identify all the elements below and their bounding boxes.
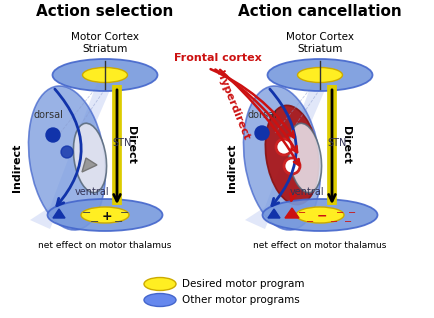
Text: Motor Cortex
Striatum: Motor Cortex Striatum: [71, 32, 139, 54]
Text: −: −: [82, 208, 92, 218]
Text: net effect on motor thalamus: net effect on motor thalamus: [38, 240, 172, 250]
Text: +: +: [102, 210, 112, 223]
Text: −: −: [336, 208, 344, 218]
Circle shape: [255, 126, 269, 140]
Circle shape: [46, 128, 60, 142]
Ellipse shape: [144, 294, 176, 307]
Text: −: −: [317, 210, 327, 223]
Ellipse shape: [297, 67, 342, 82]
Ellipse shape: [47, 199, 162, 231]
Circle shape: [61, 146, 73, 158]
Polygon shape: [285, 208, 299, 218]
Text: −: −: [120, 208, 130, 218]
Polygon shape: [30, 83, 113, 229]
Text: Indirect: Indirect: [227, 144, 237, 192]
Text: Direct: Direct: [126, 126, 136, 164]
Text: ventral: ventral: [75, 187, 110, 197]
Text: −: −: [114, 217, 124, 227]
Text: Hyperdirect: Hyperdirect: [214, 69, 250, 141]
Text: Other motor programs: Other motor programs: [182, 295, 300, 305]
Text: Motor Cortex
Striatum: Motor Cortex Striatum: [286, 32, 354, 54]
Text: Action cancellation: Action cancellation: [238, 4, 402, 19]
Ellipse shape: [243, 86, 320, 230]
Polygon shape: [53, 209, 65, 218]
Ellipse shape: [289, 123, 322, 193]
Text: dorsal: dorsal: [248, 110, 278, 120]
Ellipse shape: [81, 207, 129, 223]
Text: −: −: [348, 208, 356, 218]
Ellipse shape: [53, 59, 158, 91]
Text: net effect on motor thalamus: net effect on motor thalamus: [253, 240, 387, 250]
Polygon shape: [82, 158, 97, 172]
Ellipse shape: [263, 199, 378, 231]
Text: −: −: [344, 217, 352, 227]
Text: dorsal: dorsal: [33, 110, 63, 120]
Polygon shape: [268, 209, 280, 218]
Text: −: −: [330, 217, 338, 227]
Circle shape: [284, 158, 300, 174]
Text: Indirect: Indirect: [12, 144, 22, 192]
Text: Action selection: Action selection: [36, 4, 174, 19]
Text: ventral: ventral: [290, 187, 325, 197]
Text: Direct: Direct: [341, 126, 351, 164]
Text: −: −: [90, 217, 100, 227]
Text: Frontal cortex: Frontal cortex: [174, 53, 262, 63]
Circle shape: [276, 139, 292, 155]
Text: −: −: [298, 208, 306, 218]
Ellipse shape: [73, 123, 107, 193]
Text: −: −: [306, 217, 314, 227]
Ellipse shape: [267, 59, 372, 91]
Ellipse shape: [82, 67, 128, 82]
Ellipse shape: [296, 207, 344, 223]
Text: Desired motor program: Desired motor program: [182, 279, 305, 289]
Ellipse shape: [265, 105, 319, 205]
Ellipse shape: [29, 86, 105, 230]
Text: STN: STN: [327, 138, 346, 148]
Polygon shape: [245, 83, 328, 229]
Ellipse shape: [144, 278, 176, 291]
Text: STN: STN: [112, 138, 132, 148]
